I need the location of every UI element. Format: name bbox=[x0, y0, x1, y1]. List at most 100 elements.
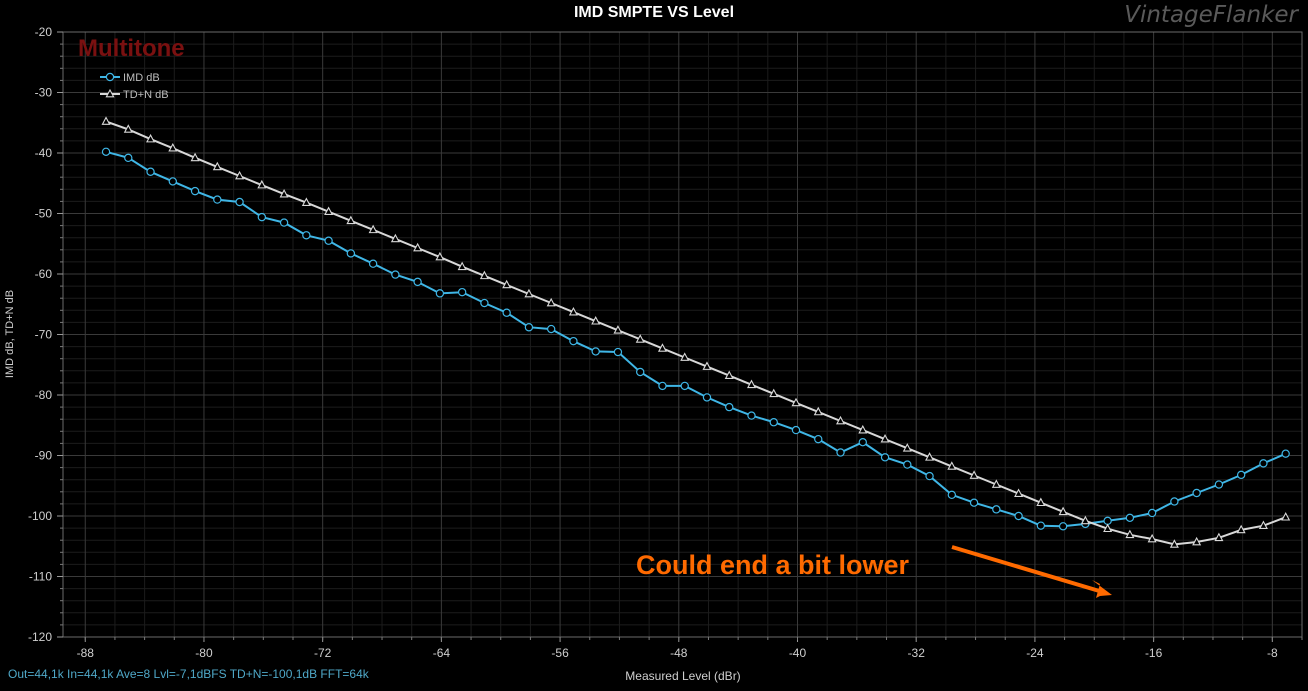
y-tick-label: -120 bbox=[28, 630, 52, 644]
legend-label: IMD dB bbox=[123, 72, 160, 84]
axis-ticks: -88 -80 -72 -64 -56 -48 -40 -32 -24 -16 -8 -20 -30 -4… bbox=[28, 25, 1303, 660]
data-point bbox=[257, 179, 267, 189]
data-point bbox=[546, 324, 556, 334]
series-layer bbox=[101, 116, 1291, 548]
x-tick-label: -80 bbox=[195, 646, 213, 660]
data-point bbox=[301, 197, 311, 206]
data-point bbox=[457, 287, 467, 297]
data-point bbox=[1236, 524, 1246, 534]
data-point bbox=[902, 443, 912, 452]
data-point bbox=[925, 452, 935, 461]
data-point bbox=[1014, 511, 1023, 521]
data-point bbox=[413, 242, 423, 252]
data-point bbox=[101, 116, 111, 125]
y-tick-label: -30 bbox=[35, 86, 53, 100]
data-point bbox=[390, 233, 400, 243]
data-point bbox=[168, 177, 178, 186]
legend-label: TD+N dB bbox=[123, 89, 169, 101]
data-point bbox=[791, 425, 801, 435]
data-point bbox=[969, 470, 979, 479]
data-point bbox=[858, 437, 867, 447]
data-point bbox=[903, 460, 912, 469]
y-tick-label: -40 bbox=[35, 146, 53, 160]
data-point bbox=[368, 259, 378, 268]
data-point bbox=[1036, 521, 1046, 530]
x-tick-label: -64 bbox=[433, 646, 451, 660]
data-point bbox=[1192, 536, 1202, 546]
x-axis-label: Measured Level (dBr) bbox=[625, 669, 740, 683]
data-point bbox=[724, 370, 734, 379]
data-point bbox=[1080, 515, 1090, 525]
data-point bbox=[368, 224, 378, 234]
data-point bbox=[836, 448, 845, 457]
data-point bbox=[413, 277, 422, 287]
watermark-label: Multitone bbox=[78, 35, 185, 62]
grid bbox=[63, 31, 1303, 638]
data-point bbox=[1125, 513, 1135, 523]
data-point bbox=[702, 361, 712, 370]
data-point bbox=[636, 367, 645, 377]
data-point bbox=[235, 197, 244, 207]
data-point bbox=[992, 505, 1001, 514]
data-point bbox=[146, 167, 155, 176]
data-point bbox=[257, 212, 267, 222]
x-tick-label: -48 bbox=[670, 646, 688, 660]
data-point bbox=[279, 218, 289, 227]
data-point bbox=[1058, 506, 1068, 516]
y-tick-label: -90 bbox=[35, 449, 53, 463]
y-tick-label: -80 bbox=[35, 388, 53, 402]
data-point bbox=[212, 161, 222, 171]
data-point bbox=[391, 270, 400, 279]
y-tick-label: -70 bbox=[35, 328, 53, 342]
data-point bbox=[725, 402, 734, 412]
data-point bbox=[279, 188, 289, 198]
data-point bbox=[947, 490, 957, 500]
data-point bbox=[524, 323, 534, 332]
series-line bbox=[105, 120, 1287, 546]
data-point bbox=[680, 352, 690, 361]
data-point bbox=[568, 306, 578, 316]
y-tick-label: -100 bbox=[28, 509, 52, 523]
annotation-arrow bbox=[951, 545, 1107, 595]
data-point bbox=[457, 261, 467, 271]
x-tick-label: -16 bbox=[1145, 646, 1163, 660]
data-point bbox=[435, 289, 445, 298]
series-line bbox=[105, 150, 1287, 528]
data-point bbox=[635, 334, 645, 343]
data-point bbox=[1281, 449, 1290, 458]
data-point bbox=[480, 298, 489, 308]
data-point bbox=[769, 418, 778, 427]
data-point bbox=[814, 434, 823, 444]
data-point bbox=[702, 393, 712, 402]
data-point bbox=[1169, 539, 1179, 548]
data-point bbox=[1236, 470, 1246, 480]
data-point bbox=[1058, 522, 1068, 531]
data-point bbox=[524, 288, 534, 298]
y-tick-label: -20 bbox=[35, 25, 53, 39]
data-point bbox=[123, 124, 133, 133]
data-point bbox=[613, 347, 623, 357]
data-point bbox=[346, 215, 356, 225]
y-tick-label: -60 bbox=[35, 267, 53, 281]
annotation-arrowhead bbox=[1092, 580, 1112, 598]
legend-item: IMD dB bbox=[100, 72, 160, 84]
data-point bbox=[168, 142, 178, 152]
data-point bbox=[1214, 532, 1224, 542]
data-point bbox=[969, 498, 979, 507]
data-point bbox=[146, 133, 156, 143]
data-point bbox=[569, 336, 578, 346]
data-point bbox=[190, 186, 200, 196]
data-point bbox=[991, 479, 1001, 488]
data-point bbox=[880, 453, 890, 462]
legend: IMD dB TD+N dB bbox=[100, 72, 169, 101]
data-point bbox=[769, 388, 779, 398]
legend-item: TD+N dB bbox=[100, 88, 169, 101]
data-point bbox=[1214, 480, 1224, 489]
measurement-info: Out=44,1k In=44,1k Ave=8 Lvl=-7,1dBFS TD… bbox=[8, 667, 369, 681]
data-point bbox=[1036, 497, 1046, 507]
brand-watermark: VintageFlanker bbox=[1124, 2, 1298, 28]
data-point bbox=[213, 195, 222, 204]
x-tick-label: -40 bbox=[789, 646, 807, 660]
y-tick-label: -50 bbox=[35, 207, 53, 221]
